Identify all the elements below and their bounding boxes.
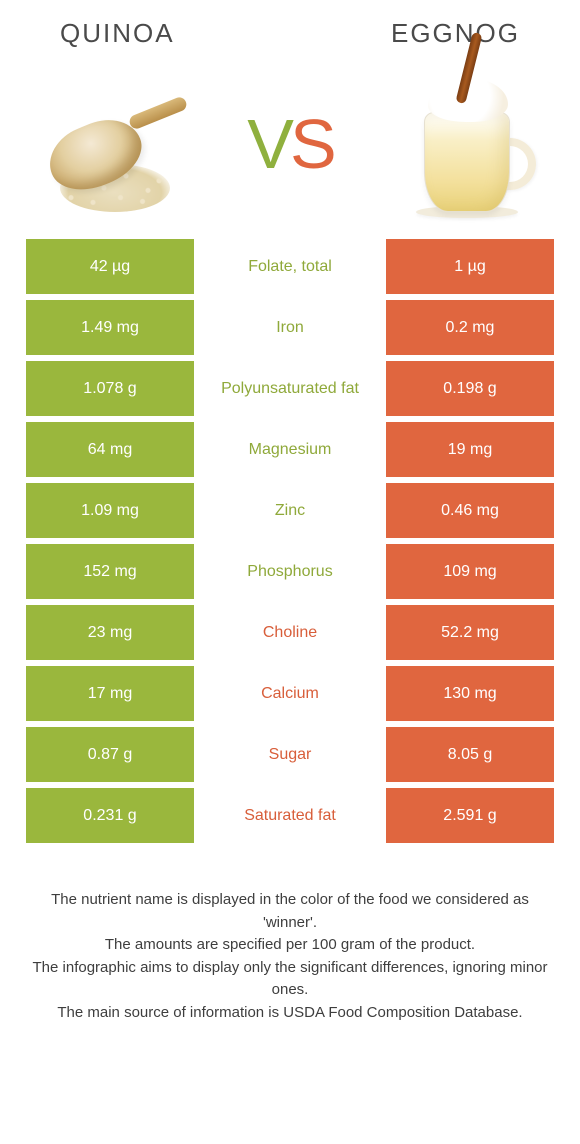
hero: VS — [0, 59, 580, 239]
left-value: 64 mg — [26, 422, 194, 477]
footer-line: The nutrient name is displayed in the co… — [26, 889, 554, 934]
nutrient-label: Calcium — [194, 666, 386, 721]
footer-line: The infographic aims to display only the… — [26, 957, 554, 1002]
left-value: 1.09 mg — [26, 483, 194, 538]
table-row: 1.49 mgIron0.2 mg — [26, 300, 554, 355]
quinoa-image — [30, 64, 190, 224]
nutrient-label: Sugar — [194, 727, 386, 782]
title-right: EGGNOG — [391, 18, 520, 49]
table-row: 1.078 gPolyunsaturated fat0.198 g — [26, 361, 554, 416]
left-value: 0.87 g — [26, 727, 194, 782]
left-value: 1.49 mg — [26, 300, 194, 355]
table-row: 64 mgMagnesium19 mg — [26, 422, 554, 477]
vs-s: S — [290, 104, 333, 184]
nutrient-label: Polyunsaturated fat — [194, 361, 386, 416]
footer-line: The main source of information is USDA F… — [26, 1002, 554, 1025]
left-value: 17 mg — [26, 666, 194, 721]
left-value: 23 mg — [26, 605, 194, 660]
right-value: 1 µg — [386, 239, 554, 294]
left-value: 42 µg — [26, 239, 194, 294]
vs-label: VS — [247, 104, 332, 184]
nutrient-label: Magnesium — [194, 422, 386, 477]
title-left: QUINOA — [60, 18, 175, 49]
left-value: 1.078 g — [26, 361, 194, 416]
right-value: 130 mg — [386, 666, 554, 721]
header: QUINOA EGGNOG — [0, 0, 580, 59]
right-value: 2.591 g — [386, 788, 554, 843]
nutrient-label: Phosphorus — [194, 544, 386, 599]
right-value: 0.198 g — [386, 361, 554, 416]
nutrient-label: Iron — [194, 300, 386, 355]
comparison-table: 42 µgFolate, total1 µg1.49 mgIron0.2 mg1… — [0, 239, 580, 843]
eggnog-image — [390, 64, 550, 224]
table-row: 1.09 mgZinc0.46 mg — [26, 483, 554, 538]
footer-line: The amounts are specified per 100 gram o… — [26, 934, 554, 957]
nutrient-label: Folate, total — [194, 239, 386, 294]
left-value: 152 mg — [26, 544, 194, 599]
table-row: 23 mgCholine52.2 mg — [26, 605, 554, 660]
table-row: 0.87 gSugar8.05 g — [26, 727, 554, 782]
right-value: 52.2 mg — [386, 605, 554, 660]
right-value: 0.46 mg — [386, 483, 554, 538]
vs-v: V — [247, 104, 290, 184]
nutrient-label: Choline — [194, 605, 386, 660]
right-value: 109 mg — [386, 544, 554, 599]
right-value: 8.05 g — [386, 727, 554, 782]
left-value: 0.231 g — [26, 788, 194, 843]
nutrient-label: Zinc — [194, 483, 386, 538]
nutrient-label: Saturated fat — [194, 788, 386, 843]
table-row: 0.231 gSaturated fat2.591 g — [26, 788, 554, 843]
table-row: 42 µgFolate, total1 µg — [26, 239, 554, 294]
table-row: 152 mgPhosphorus109 mg — [26, 544, 554, 599]
table-row: 17 mgCalcium130 mg — [26, 666, 554, 721]
footer-notes: The nutrient name is displayed in the co… — [0, 849, 580, 1024]
right-value: 19 mg — [386, 422, 554, 477]
right-value: 0.2 mg — [386, 300, 554, 355]
